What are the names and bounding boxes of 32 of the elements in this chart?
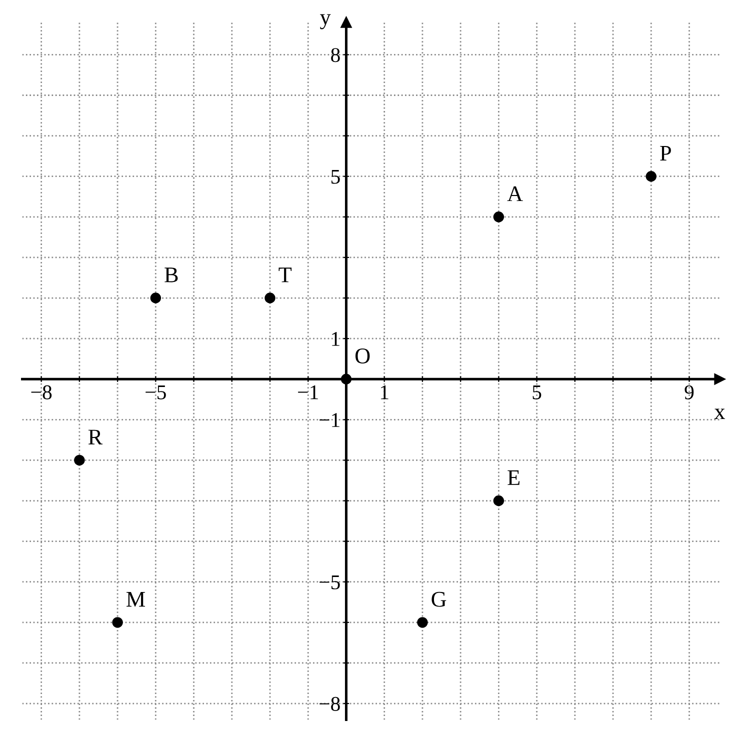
x-tick-label: 9 <box>684 385 694 400</box>
annotation: M <box>126 592 145 607</box>
annotation: A <box>507 186 523 202</box>
y-tick-label: 5 <box>331 170 340 184</box>
x-tick-label: −1 <box>298 385 318 400</box>
y-axis-title: y <box>320 14 331 30</box>
point <box>150 292 162 304</box>
x-tick-label: 5 <box>532 385 542 400</box>
point <box>74 454 85 466</box>
point <box>264 292 276 304</box>
annotation: R <box>88 430 103 444</box>
y-tick-label: −1 <box>320 413 340 427</box>
x-tick-label: −8 <box>31 385 52 400</box>
y-tick-label: −8 <box>320 696 340 711</box>
annotation: E <box>508 470 520 485</box>
annotation: B <box>164 268 178 282</box>
annotation: O <box>355 348 370 364</box>
annotation: P <box>660 146 671 161</box>
y-tick-label: 8 <box>331 48 340 62</box>
x-tick-label: −5 <box>146 385 166 400</box>
point <box>646 171 656 182</box>
point <box>493 212 504 222</box>
y-tick-label: 1 <box>332 332 340 346</box>
x-tick-label: 1 <box>380 385 388 400</box>
y-tick-label: −5 <box>320 575 340 590</box>
point <box>417 617 428 628</box>
x-axis-title: x <box>714 408 726 419</box>
point <box>493 495 504 506</box>
point <box>112 617 123 628</box>
annotation: G <box>432 592 446 607</box>
point <box>340 374 352 384</box>
annotation: T <box>278 268 292 282</box>
